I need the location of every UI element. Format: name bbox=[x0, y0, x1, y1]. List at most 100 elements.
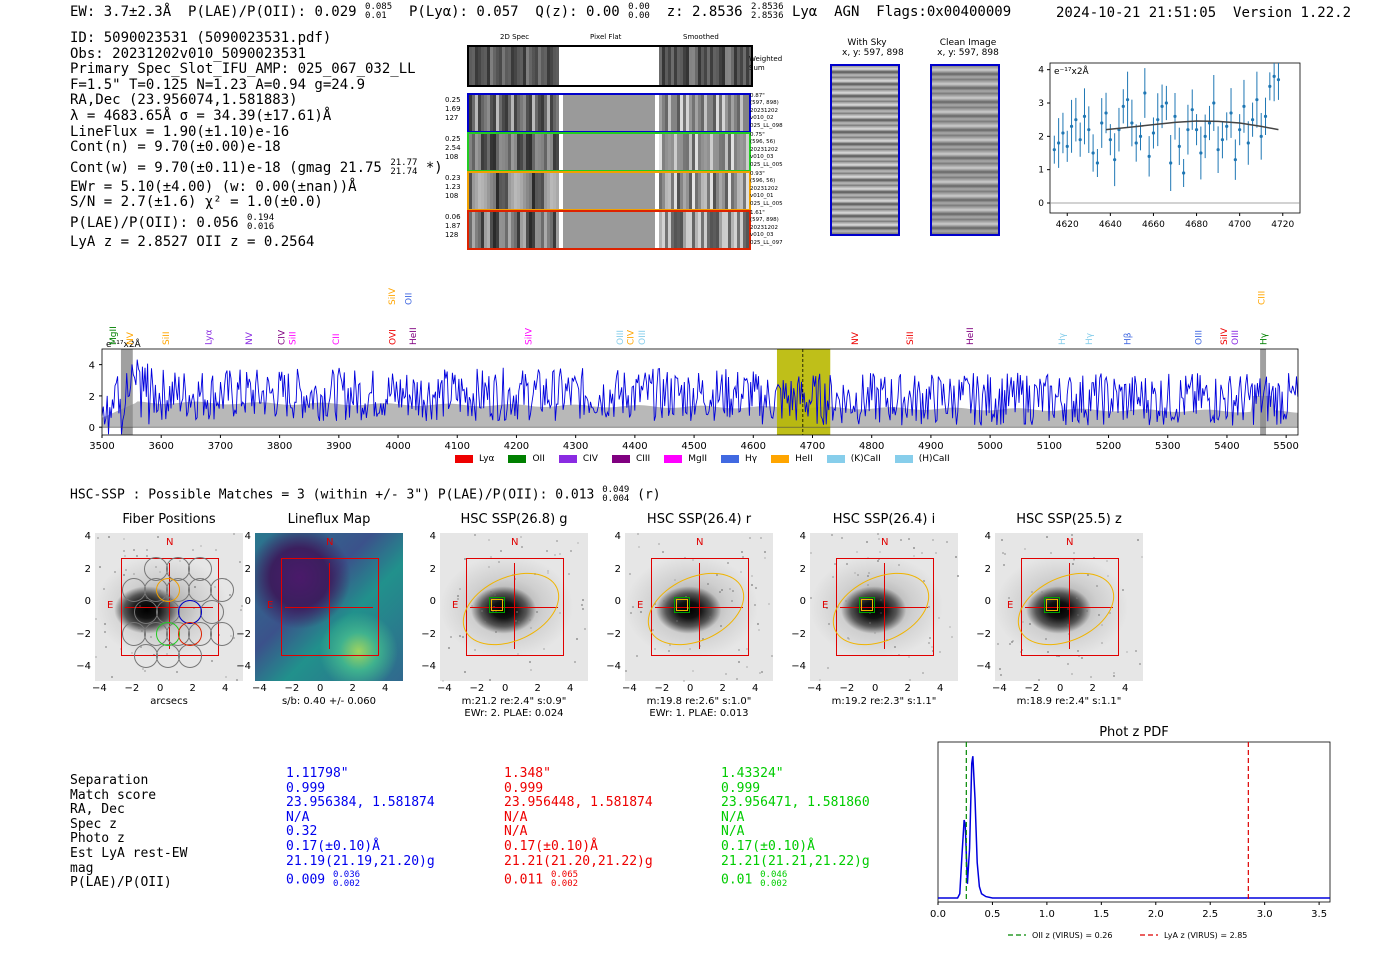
spectrum-xtick-label: 4300 bbox=[563, 441, 588, 452]
spectrum-line-label: CIV bbox=[277, 329, 287, 345]
spectrum-xtick-label: 3700 bbox=[208, 441, 233, 452]
match-cell-plae: 0.01 0.046 0.002 bbox=[721, 870, 788, 890]
cutout-flat bbox=[563, 134, 655, 170]
hsc-ytick-label: 2 bbox=[614, 563, 621, 575]
hsc-noise-dot bbox=[999, 668, 1001, 670]
hsc-noise-dot bbox=[146, 549, 148, 551]
zoom-data-point bbox=[1164, 101, 1168, 105]
hsc-noise-dot bbox=[689, 648, 691, 650]
spectrum-xtick-label: 4700 bbox=[800, 441, 825, 452]
hsc-noise-dot bbox=[574, 661, 576, 663]
cutout-row bbox=[467, 132, 751, 172]
match-cell-sep: 1.348" bbox=[504, 766, 551, 781]
hsc-noise-dot bbox=[582, 599, 584, 601]
hsc-source-marker bbox=[676, 599, 688, 611]
hsc-noise-dot bbox=[488, 539, 490, 541]
hsc-crosshair-v bbox=[514, 563, 515, 649]
zoom-plot-frame bbox=[1049, 62, 1301, 214]
spectrum-line-label: SiII bbox=[162, 331, 172, 345]
match-row-label: Match score bbox=[70, 787, 157, 803]
cutout-flat bbox=[563, 212, 655, 248]
zoom-xtick-label: 4660 bbox=[1142, 220, 1165, 230]
info-params: F=1.5" T=0.125 N=1.23 A=0.94 g=24.9 bbox=[70, 76, 366, 93]
zoom-unit-label: e⁻¹⁷x2Å bbox=[1054, 65, 1090, 77]
legend-entry: (H)CaII bbox=[894, 454, 950, 464]
match-cell-sep: 1.11798" bbox=[286, 766, 349, 781]
hsc-noise-dot bbox=[760, 537, 762, 539]
pdf-xtick-label: 0.5 bbox=[984, 909, 1000, 920]
hsc-noise-dot bbox=[133, 549, 135, 551]
spectrum-line-label: OVI bbox=[389, 329, 399, 345]
zoom-data-point bbox=[1220, 138, 1225, 142]
hsc-noise-dot bbox=[1126, 651, 1128, 653]
hsc-noise-dot bbox=[764, 557, 766, 559]
match-row-label: Est LyA rest-EW bbox=[70, 845, 188, 861]
hsc-noise-dot bbox=[582, 608, 584, 610]
hsc-noise-dot bbox=[1072, 563, 1074, 565]
hsc-noise-dot bbox=[857, 574, 859, 576]
spectrum-line-label: NV bbox=[245, 331, 255, 345]
fiber-circle bbox=[122, 622, 146, 646]
hsc-ytick-label: −4 bbox=[236, 661, 251, 672]
cutout-flat bbox=[563, 173, 655, 209]
match-column: 1.11798" 0.999 23.956384, 1.581874 N/A 0.32 0… bbox=[286, 766, 435, 890]
hsc-noise-dot bbox=[669, 644, 671, 646]
hsc-noise-dot bbox=[923, 580, 925, 582]
hsc-xaxis: −4 −2 0 2 4 bbox=[807, 683, 958, 697]
hsc-xtick-label: 2 bbox=[189, 683, 196, 694]
zoom-data-point bbox=[1177, 144, 1181, 148]
hsc-noise-dot bbox=[866, 541, 868, 543]
hsc-noise-dot bbox=[913, 555, 915, 557]
hsc-noise-dot bbox=[192, 549, 194, 551]
hsc-noise-dot bbox=[1045, 638, 1047, 640]
hsc-ytick-label: 0 bbox=[984, 596, 991, 607]
hsc-noise-dot bbox=[457, 598, 459, 600]
hsc-noise-dot bbox=[200, 545, 202, 547]
hsc-noise-dot bbox=[771, 655, 773, 657]
hsc-noise-dot bbox=[1141, 556, 1143, 558]
hsc-noise-dot bbox=[576, 638, 578, 640]
hsc-noise-dot bbox=[880, 612, 882, 614]
pdf-curve bbox=[938, 756, 1330, 899]
hsc-noise-dot bbox=[810, 552, 812, 554]
hsc-noise-dot bbox=[758, 629, 760, 631]
col-title-smooth: Smoothed bbox=[683, 33, 719, 41]
match-cell-score: 0.999 bbox=[721, 780, 761, 796]
hsc-noise-dot bbox=[929, 637, 931, 639]
header-ew: EW: 3.7±2.3Å bbox=[70, 4, 172, 20]
zoom-data-point bbox=[1108, 138, 1112, 142]
spectrum-line-label: SiIV bbox=[1220, 327, 1230, 345]
match-cell-specz: N/A bbox=[504, 809, 528, 825]
hsc-noise-dot bbox=[521, 546, 523, 548]
hsc-noise-dot bbox=[738, 649, 740, 651]
timestamp: 2024-10-21 21:51:05 bbox=[1056, 5, 1217, 21]
hsc-noise-dot bbox=[1067, 624, 1069, 626]
hsc-panel: Lineflux Map N E 4 2 0 −2 −4 −4 −2 0 2 4 s/b: 0.40 +/… bbox=[215, 512, 423, 732]
cutout-row-right-label: 0.75" (596, 56) 20231202 v010_03 025_LL_005 bbox=[750, 132, 783, 168]
hsc-aperture-box bbox=[281, 558, 379, 656]
hsc-header: HSC-SSP : Possible Matches = 3 (within +… bbox=[70, 485, 661, 504]
legend-entry: CIV bbox=[558, 454, 598, 464]
hsc-noise-dot bbox=[543, 648, 545, 650]
match-column: 1.348" 0.999 23.956448, 1.581874 N/A N/A 0.17… bbox=[504, 766, 653, 889]
pdf-xtick-label: 1.0 bbox=[1039, 909, 1055, 920]
hsc-noise-dot bbox=[530, 627, 532, 629]
hsc-noise-dot bbox=[1009, 643, 1011, 645]
hsc-noise-dot bbox=[1081, 657, 1083, 659]
hsc-panel-title: Fiber Positions bbox=[122, 512, 216, 527]
zoom-ytick-label: 3 bbox=[1038, 99, 1044, 109]
hsc-xtick-label: −2 bbox=[124, 683, 140, 694]
hsc-noise-dot bbox=[742, 556, 744, 558]
hsc-noise-dot bbox=[104, 631, 106, 633]
fiber-circle bbox=[210, 578, 234, 602]
match-cell-mag: 21.21(21.20,21.22)g bbox=[504, 853, 653, 869]
hsc-noise-dot bbox=[1139, 663, 1141, 665]
match-cell-plae: 0.009 0.036 0.002 bbox=[286, 870, 361, 890]
match-cell-radec: 23.956448, 1.581874 bbox=[504, 795, 653, 811]
hsc-crosshair-h bbox=[1025, 607, 1113, 608]
hsc-noise-dot bbox=[554, 554, 556, 556]
hsc-noise-dot bbox=[536, 611, 538, 613]
east-label: E bbox=[637, 600, 644, 611]
zoom-data-point bbox=[1259, 134, 1263, 138]
hsc-ytick-label: 4 bbox=[984, 531, 991, 542]
